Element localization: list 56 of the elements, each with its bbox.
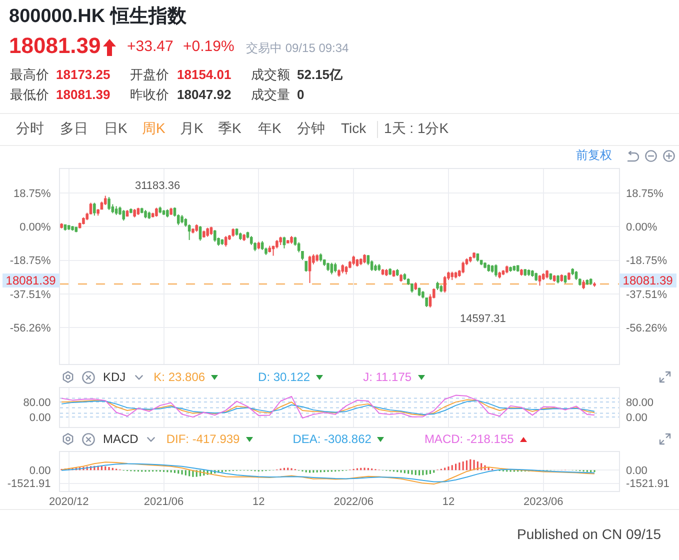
y-tick-label: 80.00	[23, 396, 51, 409]
x-tick-label: 2022/06	[334, 496, 374, 508]
text: 成交量	[251, 87, 290, 103]
chart-title: MACD	[103, 432, 138, 446]
text: 18081.39	[9, 33, 101, 58]
text: 52.15亿	[297, 67, 343, 83]
x-tick-label: 2021/06	[144, 496, 184, 508]
y-tick-label: 0.00	[29, 465, 51, 477]
text: 0	[297, 87, 304, 103]
y-tick-label: -37.51%	[626, 288, 668, 301]
text: 日K	[104, 120, 128, 137]
text: 分时	[16, 120, 44, 137]
x-tick-label: 12	[442, 496, 455, 508]
y-tick-label: -56.26%	[626, 322, 668, 334]
text: 18081.39	[622, 274, 674, 288]
text: 月K	[180, 120, 204, 137]
text: 季K	[218, 120, 242, 137]
text: 最低价	[10, 87, 49, 103]
chart-title: KDJ	[103, 370, 126, 384]
text: +0.19%	[183, 38, 234, 56]
text: 分钟	[297, 120, 325, 137]
series-label: D: 30.122	[258, 370, 310, 384]
annotation: 31183.36	[135, 180, 180, 192]
text: 18081.39	[56, 87, 110, 103]
text: 多日	[60, 120, 88, 137]
text: 18047.92	[177, 87, 232, 103]
text: 交易中 09/15 09:34	[246, 41, 349, 56]
text: 年K	[258, 120, 282, 137]
y-tick-label: -1521.91	[7, 478, 51, 490]
chart-title: 800000.HK 恒生指数	[9, 6, 186, 29]
text: Tick	[341, 120, 366, 137]
text: K: 23.806	[154, 370, 206, 384]
text: 前复权	[576, 148, 612, 162]
series-label: MACD: -218.155	[424, 432, 514, 446]
text: DEA: -308.862	[292, 432, 372, 446]
series-label: DIF: -417.939	[166, 432, 240, 446]
text: 昨收价	[130, 87, 169, 103]
text: 开盘价	[130, 67, 169, 83]
x-tick-label: 2020/12	[48, 496, 89, 508]
y-tick-label: 18.75%	[626, 188, 664, 200]
y-tick-label: -18.75%	[626, 255, 668, 268]
text: 18173.25	[56, 67, 110, 83]
annotation: 14597.31	[460, 313, 506, 325]
text: 1天 : 1分K	[384, 120, 449, 137]
y-tick-label: 0.00%	[626, 222, 658, 234]
x-tick-label: 2023/06	[524, 496, 564, 508]
text: 18154.01	[177, 67, 232, 83]
x-tick-label: 12	[252, 496, 265, 508]
text: 最高价	[10, 67, 49, 83]
text: 18081.39	[6, 274, 56, 288]
text: Published on CN 09/15	[517, 526, 661, 543]
series-label: J: 11.175	[363, 370, 412, 384]
y-tick-label: 0.00	[29, 412, 51, 424]
text: 周K	[142, 120, 166, 137]
text: 成交额	[251, 67, 290, 83]
text: +33.47	[127, 38, 174, 56]
